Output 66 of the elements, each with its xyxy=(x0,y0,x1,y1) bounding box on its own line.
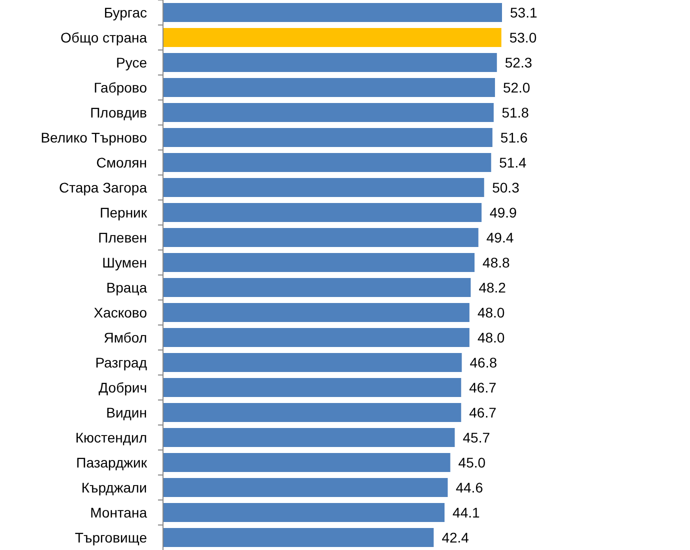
data-label: 50.3 xyxy=(492,180,520,196)
bar xyxy=(163,428,455,447)
data-label: 49.4 xyxy=(486,230,514,246)
bar xyxy=(163,353,462,372)
y-tick-label: Ямбол xyxy=(104,330,147,346)
y-tick-label: Търговище xyxy=(74,530,148,546)
y-tick-label: Кюстендил xyxy=(75,430,147,446)
bar xyxy=(163,278,471,297)
data-label: 42.4 xyxy=(442,530,470,546)
bar xyxy=(163,228,478,247)
y-tick-label: Габрово xyxy=(94,80,148,96)
bar xyxy=(163,178,484,197)
bar xyxy=(163,478,448,497)
bar xyxy=(163,328,470,347)
bar xyxy=(163,403,462,422)
data-label: 45.7 xyxy=(462,430,490,446)
bar xyxy=(163,453,450,472)
data-label: 44.1 xyxy=(452,504,480,520)
y-tick-label: Смолян xyxy=(96,154,147,170)
data-label: 52.3 xyxy=(504,54,532,70)
y-tick-label: Стара Загора xyxy=(58,180,148,196)
y-tick-label: Перник xyxy=(100,204,148,220)
bar xyxy=(163,78,495,97)
data-label: 53.1 xyxy=(510,4,538,20)
data-label: 48.0 xyxy=(477,304,505,320)
data-label: 48.8 xyxy=(482,254,510,270)
data-label: 51.6 xyxy=(500,130,528,146)
bar xyxy=(163,303,470,322)
y-tick-label: Бургас xyxy=(104,4,147,20)
data-label: 51.4 xyxy=(499,154,527,170)
bar xyxy=(163,378,462,397)
y-tick-label: Плевен xyxy=(98,230,147,246)
y-tick-label: Добрич xyxy=(98,380,147,396)
data-label: 45.0 xyxy=(458,454,486,470)
y-tick-label: Разград xyxy=(95,354,147,370)
data-label: 48.0 xyxy=(477,330,505,346)
bar xyxy=(163,128,492,147)
data-label: 44.6 xyxy=(456,480,484,496)
data-label: 46.7 xyxy=(469,404,497,420)
bar xyxy=(163,53,497,72)
data-label: 51.8 xyxy=(502,104,530,120)
y-tick-label: Велико Търново xyxy=(40,130,148,146)
bar xyxy=(163,203,482,222)
y-tick-label: Хасково xyxy=(94,304,148,320)
y-tick-label: Шумен xyxy=(102,254,147,270)
y-tick-label: Общо страна xyxy=(60,30,148,46)
bar xyxy=(163,153,492,172)
bar xyxy=(163,503,445,522)
bar xyxy=(163,28,502,47)
y-tick-label: Враца xyxy=(106,280,148,296)
y-tick-label: Пазарджик xyxy=(76,454,148,470)
bar xyxy=(163,103,494,122)
data-label: 52.0 xyxy=(502,80,530,96)
y-tick-label: Пловдив xyxy=(90,104,147,120)
data-label: 49.9 xyxy=(490,204,518,220)
y-tick-label: Кърджали xyxy=(81,480,147,496)
y-tick-label: Видин xyxy=(106,404,147,420)
bar xyxy=(163,528,434,547)
data-label: 48.2 xyxy=(478,280,506,296)
y-tick-label: Монтана xyxy=(90,504,148,520)
bar xyxy=(163,3,502,22)
data-label: 53.0 xyxy=(509,30,537,46)
data-label: 46.8 xyxy=(470,354,498,370)
y-tick-label: Русе xyxy=(116,54,148,70)
bar xyxy=(163,253,475,272)
data-label: 46.7 xyxy=(469,380,497,396)
